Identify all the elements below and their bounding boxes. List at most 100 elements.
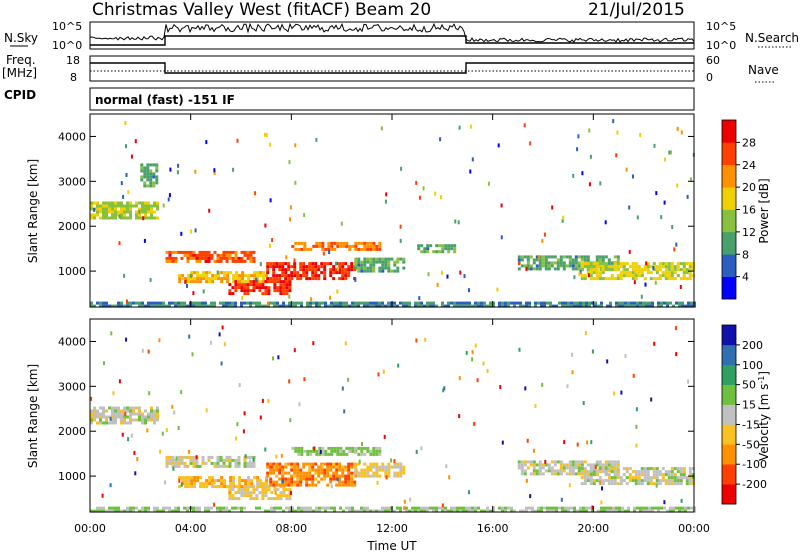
range-cell	[303, 241, 307, 245]
range-cell	[595, 277, 599, 281]
range-cell	[228, 253, 232, 257]
range-cell	[210, 256, 214, 260]
range-cell	[366, 301, 369, 305]
range-cell	[117, 415, 120, 419]
range-cell	[642, 506, 645, 510]
range-cell	[120, 412, 123, 416]
range-cell	[613, 482, 617, 486]
scatter-cell	[468, 490, 470, 495]
range-cell	[630, 304, 633, 308]
range-cell	[258, 304, 261, 308]
range-cell	[299, 265, 303, 269]
range-cell	[216, 253, 220, 257]
range-cell	[246, 292, 250, 296]
range-cell	[667, 476, 671, 480]
range-cell	[317, 480, 321, 484]
range-cell	[220, 482, 224, 486]
range-cell	[688, 274, 692, 278]
range-cell	[228, 464, 232, 468]
range-cell	[661, 476, 665, 480]
scatter-cell	[384, 199, 387, 204]
range-cell	[649, 265, 653, 269]
range-cell	[338, 477, 342, 481]
range-cell	[300, 304, 303, 308]
range-cell	[348, 449, 352, 453]
range-cell	[363, 446, 367, 450]
range-cell	[682, 265, 686, 269]
range-cell	[299, 474, 303, 478]
range-cell	[375, 474, 379, 478]
range-cell	[238, 482, 242, 486]
range-cell	[622, 265, 626, 269]
range-cell	[369, 468, 373, 472]
range-cell	[229, 271, 233, 275]
range-cell	[285, 494, 289, 498]
range-cell	[220, 479, 224, 483]
range-cell	[321, 506, 324, 510]
range-cell	[640, 470, 644, 474]
scatter-cell	[243, 411, 246, 416]
scatter-cell	[397, 363, 400, 368]
scatter-cell	[529, 494, 532, 499]
range-cell	[648, 304, 651, 308]
scatter-cell	[223, 342, 226, 347]
range-cell	[550, 472, 554, 476]
range-cell	[583, 482, 587, 486]
range-cell	[90, 418, 93, 422]
scatter-cell	[322, 251, 325, 256]
range-cell	[568, 261, 572, 265]
range-cell	[93, 213, 96, 217]
range-cell	[117, 406, 120, 410]
range-cell	[240, 283, 244, 287]
range-cell	[402, 266, 406, 270]
colorbar-segment	[722, 254, 736, 277]
range-cell	[327, 452, 331, 456]
range-cell	[616, 274, 620, 278]
scatter-cell	[123, 273, 126, 278]
range-cell	[381, 304, 384, 308]
range-cell	[576, 304, 579, 308]
range-cell	[266, 262, 270, 266]
range-cell	[249, 250, 253, 254]
range-cell	[189, 458, 193, 462]
scatter-cell	[232, 167, 235, 172]
scatter-cell	[358, 459, 361, 464]
range-cell	[269, 262, 273, 266]
range-cell	[577, 460, 581, 464]
range-cell	[300, 509, 303, 513]
range-cell	[99, 216, 102, 220]
range-cell	[372, 241, 376, 245]
range-cell	[561, 301, 564, 305]
power-cbar-label: Power [dB]	[757, 178, 771, 243]
range-cell	[293, 274, 297, 278]
range-cell	[663, 301, 666, 305]
range-cell	[272, 462, 276, 466]
range-cell	[387, 269, 391, 273]
range-cell	[396, 269, 400, 273]
range-cell	[199, 476, 203, 480]
range-cell	[237, 458, 241, 462]
range-cell	[348, 506, 351, 510]
range-cell	[658, 482, 662, 486]
range-cell	[93, 412, 96, 416]
ytick-label: 2000	[58, 425, 86, 438]
range-cell	[450, 509, 453, 513]
range-cell	[281, 465, 285, 469]
range-cell	[190, 476, 194, 480]
range-cell	[293, 262, 297, 266]
range-cell	[417, 506, 420, 510]
range-cell	[281, 271, 285, 275]
range-cell	[282, 289, 286, 293]
range-cell	[156, 409, 159, 413]
range-cell	[492, 509, 495, 513]
range-cell	[234, 286, 238, 290]
range-cell	[178, 485, 182, 489]
range-cell	[156, 506, 159, 510]
range-cell	[363, 471, 367, 475]
range-cell	[120, 210, 123, 214]
range-cell	[321, 244, 325, 248]
range-cell	[306, 506, 309, 510]
range-cell	[177, 458, 181, 462]
range-cell	[532, 258, 536, 262]
range-cell	[366, 269, 370, 273]
